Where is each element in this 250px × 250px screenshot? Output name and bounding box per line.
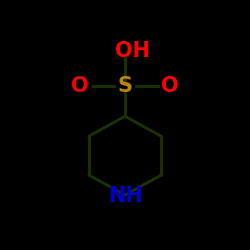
Text: O: O (71, 76, 89, 96)
Text: S: S (118, 76, 132, 96)
Text: OH: OH (115, 41, 150, 61)
Text: NH: NH (108, 186, 142, 206)
Text: O: O (161, 76, 179, 96)
